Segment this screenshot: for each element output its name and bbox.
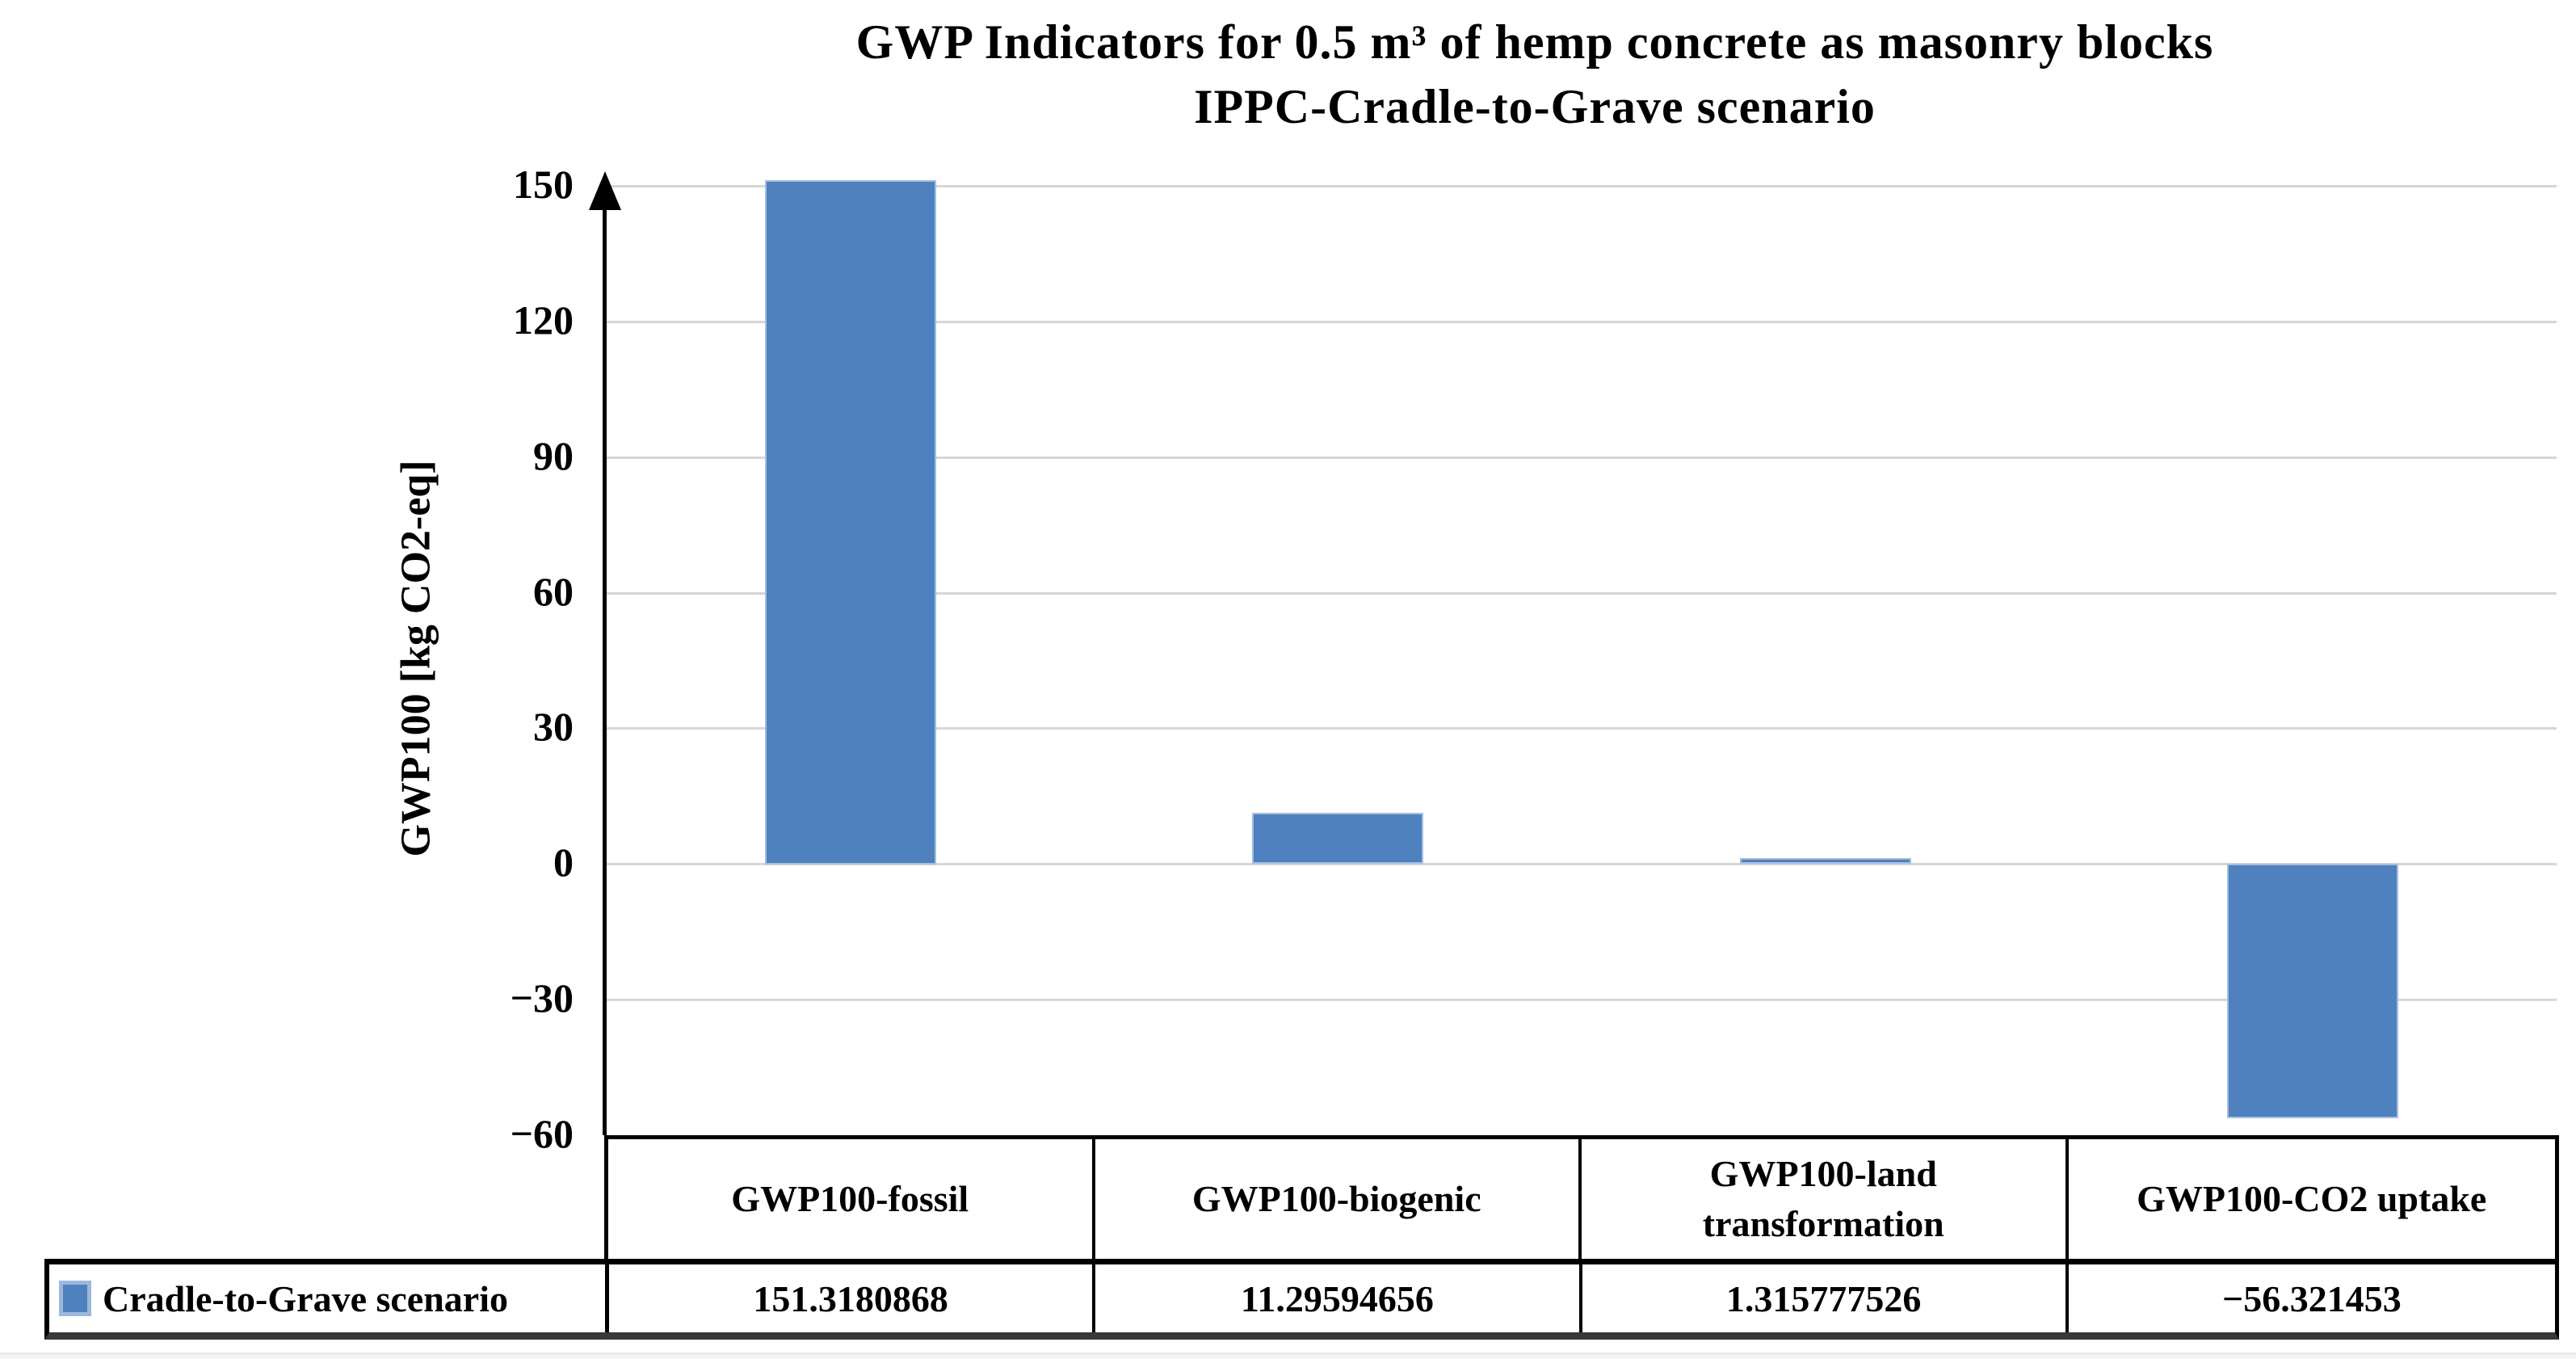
category-header-fossil: GWP100-fossil [608,1139,1095,1259]
bar-gwp100-biogenic [1252,813,1423,864]
data-table-value-row: Cradle-to-Grave scenario 151.3180868 11.… [44,1259,2559,1340]
y-tick-label--30: −30 [510,975,574,1020]
data-table-header-row: GWP100-fossil GWP100-biogenic GWP100-lan… [604,1135,2559,1259]
legend-cell: Cradle-to-Grave scenario [49,1264,609,1332]
category-header-biogenic: GWP100-biogenic [1095,1139,1582,1259]
y-tick-label-90: 90 [533,433,574,478]
y-tick-label-120: 120 [513,297,574,343]
gridline--30 [607,999,2557,1001]
gridline-90 [607,457,2557,459]
y-axis-arrow-icon [589,171,621,210]
chart-title: GWP Indicators for 0.5 m³ of hemp concre… [856,10,2214,139]
value-cell-biogenic: 11.29594656 [1095,1264,1582,1332]
value-cell-co2-uptake: −56.321453 [2222,1277,2402,1319]
gridline-30 [607,727,2557,730]
y-tick-label-150: 150 [513,162,574,207]
y-tick-label--60: −60 [510,1111,574,1156]
gridline-150 [607,185,2557,187]
bar-gwp100-land-transformation [1740,858,1911,864]
y-axis-title: GWP100 [kg CO2-eq] [393,460,439,857]
gridline-60 [607,592,2557,595]
category-header-land-transformation: GWP100-land transformation [1582,1139,2069,1259]
category-header-co2-uptake: GWP100-CO2 uptake [2137,1178,2487,1219]
legend-label: Cradle-to-Grave scenario [103,1277,509,1319]
footer-divider [0,1353,2576,1359]
y-tick-label-30: 30 [533,704,574,749]
gridline-0 [607,863,2557,865]
chart-title-line-2: IPPC-Cradle-to-Grave scenario [1194,80,1876,133]
chart-title-line-1: GWP Indicators for 0.5 m³ of hemp concre… [855,15,2214,69]
bar-gwp100-co2-uptake [2227,864,2398,1118]
y-axis-line [603,204,607,1135]
value-cell-land-transformation: 1.315777526 [1582,1264,2069,1332]
value-cell-fossil: 151.3180868 [609,1264,1096,1332]
gridline-120 [607,321,2557,323]
bar-gwp100-fossil [765,180,936,865]
legend-key-swatch-icon [59,1281,91,1316]
y-tick-label-60: 60 [533,569,574,614]
y-tick-label-0: 0 [553,839,574,885]
